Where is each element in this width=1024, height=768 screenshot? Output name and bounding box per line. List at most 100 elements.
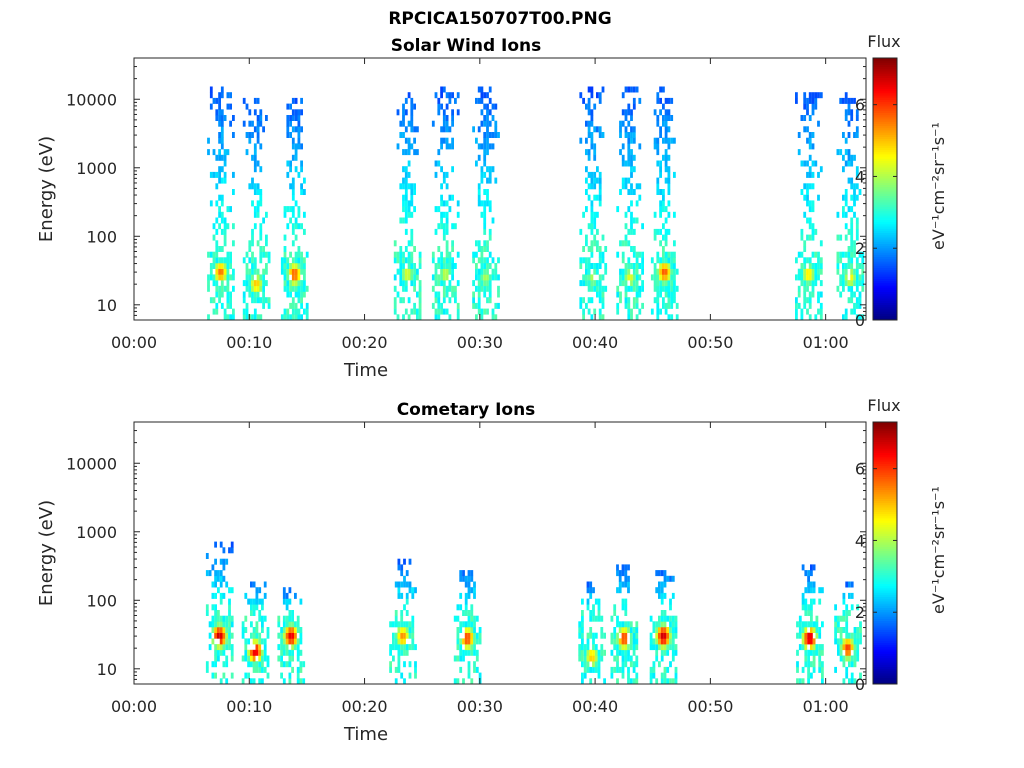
spectrogram-cell (486, 166, 489, 173)
spectrogram-cell (488, 200, 492, 207)
spectrogram-cell (222, 644, 226, 651)
spectrogram-cell (627, 154, 631, 161)
spectrogram-cell (223, 240, 227, 247)
spectrogram-cell (431, 251, 435, 258)
spectrogram-cell (850, 217, 854, 224)
spectrogram-cell (456, 92, 460, 99)
spectrogram-cell (579, 297, 583, 304)
spectrogram-cell (847, 160, 851, 167)
spectrogram-cell (413, 149, 416, 156)
x-tick-label: 00:00 (111, 697, 157, 716)
spectrogram-cell (456, 638, 460, 645)
spectrogram-cell (217, 644, 220, 651)
spectrogram-cell (800, 251, 804, 258)
spectrogram-cell (483, 103, 487, 110)
spectrogram-cell (258, 638, 262, 645)
colorbar-segment (873, 494, 897, 497)
spectrogram-cell (621, 638, 625, 645)
spectrogram-cell (662, 302, 665, 309)
spectrogram-cell (253, 160, 257, 167)
colorbar-units: eV⁻¹cm⁻²sr⁻¹s⁻¹ (929, 122, 948, 250)
spectrogram-cell (399, 268, 403, 275)
spectrogram-cell (632, 251, 636, 258)
spectrogram-cell (253, 126, 257, 133)
spectrogram-cell (613, 666, 617, 673)
spectrogram-cell (215, 251, 219, 258)
spectrogram-cell (434, 268, 438, 275)
spectrogram-cell (464, 638, 468, 645)
spectrogram-cell (410, 183, 414, 190)
spectrogram-cell (442, 280, 446, 287)
spectrogram-cell (225, 615, 229, 622)
spectrogram-cell (583, 661, 587, 668)
spectrogram-cell (265, 240, 268, 247)
spectrogram-cell (232, 115, 235, 121)
colorbar-segment (873, 533, 897, 536)
spectrogram-cell (660, 638, 664, 645)
spectrogram-cell (621, 177, 625, 184)
spectrogram-cell (658, 632, 661, 639)
spectrogram-cell (294, 274, 298, 281)
spectrogram-cell (497, 285, 500, 292)
spectrogram-cell (248, 285, 252, 292)
spectrogram-cell (288, 632, 292, 639)
spectrogram-cell (848, 632, 851, 639)
spectrogram-cell (253, 314, 257, 321)
spectrogram-cell (215, 274, 219, 281)
spectrogram-cell (483, 291, 487, 298)
spectrogram-cell (291, 194, 295, 201)
colorbar-segment (873, 158, 897, 162)
spectrogram-cell (811, 132, 815, 138)
spectrogram-cell (475, 314, 478, 321)
spectrogram-cell (624, 268, 628, 275)
spectrogram-cell (480, 251, 484, 258)
spectrogram-cell (394, 644, 398, 651)
spectrogram-cell (404, 189, 408, 195)
spectrogram-cell (223, 263, 227, 269)
spectrogram-cell (259, 120, 263, 127)
spectrogram-cell (397, 655, 401, 662)
spectrogram-cell (477, 246, 481, 252)
spectrogram-cell (242, 314, 246, 321)
spectrogram-cell (397, 592, 401, 599)
spectrogram-cell (297, 132, 301, 138)
spectrogram-cell (219, 638, 223, 645)
spectrogram-cell (263, 581, 267, 588)
spectrogram-cell (291, 268, 295, 275)
spectrogram-cell (399, 257, 403, 264)
spectrogram-cell (207, 274, 210, 281)
spectrogram-cell (610, 672, 614, 679)
spectrogram-cell (659, 97, 662, 104)
spectrogram-cell (624, 297, 628, 304)
colorbar-segment (873, 167, 897, 170)
spectrogram-cell (223, 217, 227, 224)
spectrogram-cell (596, 126, 599, 133)
spectrogram-cell (414, 661, 417, 668)
spectrogram-cell (664, 154, 668, 161)
spectrogram-cell (253, 263, 257, 269)
colorbar-segment (873, 622, 897, 626)
spectrogram-cell (253, 149, 257, 156)
colorbar-segment (873, 134, 897, 137)
spectrogram-cell (410, 194, 414, 201)
spectrogram-cell (286, 206, 290, 213)
spectrogram-cell (667, 166, 671, 173)
spectrogram-cell (587, 109, 591, 116)
spectrogram-cell (597, 649, 601, 656)
spectrogram-cell (389, 649, 392, 656)
spectrogram-cell (252, 661, 256, 668)
spectrogram-cell (255, 661, 259, 668)
spectrogram-cell (297, 291, 301, 298)
colorbar-segment (873, 293, 897, 297)
spectrogram-cell (635, 268, 639, 275)
spectrogram-cell (300, 189, 303, 195)
spectrogram-cell (656, 160, 660, 167)
spectrogram-cell (803, 115, 807, 121)
spectrogram-cell (847, 97, 851, 104)
spectrogram-cell (616, 587, 619, 594)
spectrogram-cell (638, 143, 642, 150)
spectrogram-cell (456, 109, 460, 116)
spectrogram-cell (593, 154, 597, 161)
spectrogram-cell (653, 234, 657, 241)
spectrogram-cell (653, 263, 657, 269)
